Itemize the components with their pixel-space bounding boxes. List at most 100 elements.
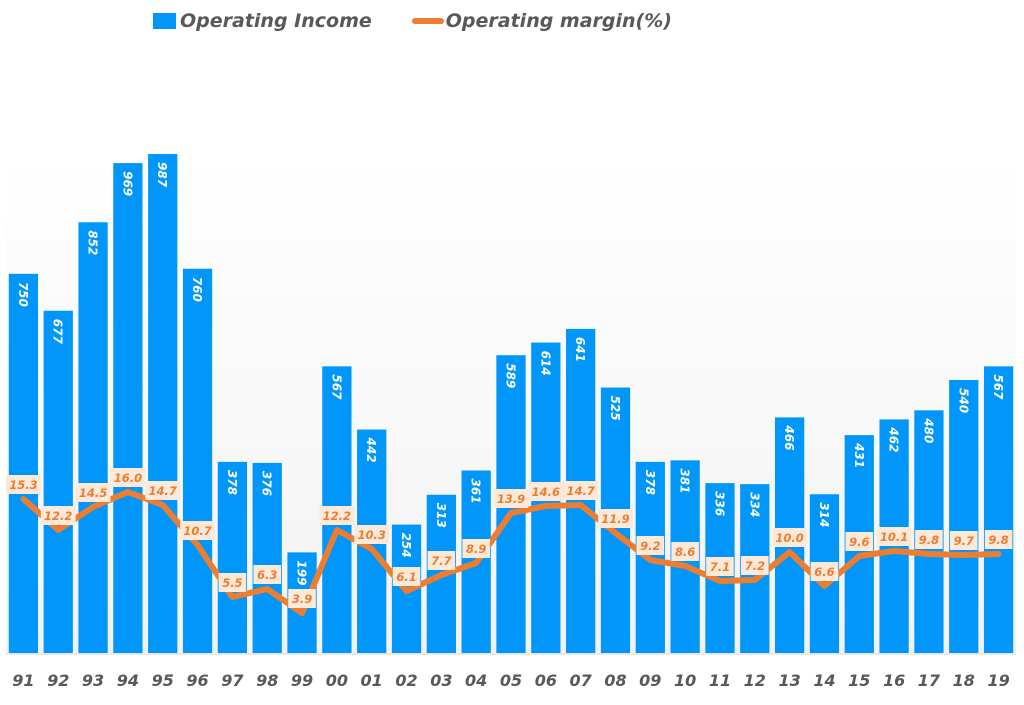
margin-value-label: 9.7 [949,531,978,550]
margin-label-box [740,556,769,575]
bar-value-label: 462 [887,426,901,452]
margin-label-text: 3.9 [292,592,312,606]
margin-label-box [598,509,633,528]
margin-label-box [845,532,874,551]
x-tick-label: 96 [186,671,208,690]
margin-label-box [706,557,734,576]
bar-value-label: 677 [51,319,65,345]
margin-label-box [392,567,421,586]
margin-label-text: 13.9 [497,492,525,506]
bar-value-label: 641 [573,337,587,362]
margin-value-label: 10.3 [354,525,390,544]
margin-label-box [180,521,215,540]
margin-value-label: 9.8 [915,530,943,549]
margin-label-text: 9.7 [954,534,974,548]
bar-value-label: 378 [225,470,239,495]
margin-labels-group: 15.3 12.2 14.5 16.0 14.7 10.7 5.5 6.3 3.9 12.2 10.… [6,468,1013,608]
margin-label-text: 10.3 [358,528,386,542]
margin-value-label: 5.5 [218,573,247,592]
x-tick-label: 93 [82,671,104,690]
bar-value-label: 969 [120,171,134,196]
margin-label-text: 10.0 [775,531,803,545]
x-tick-label: 08 [604,671,626,690]
bar-operating-income [983,366,1014,653]
bar-operating-income [217,461,248,653]
bar-value-label: 254 [399,533,413,558]
margin-value-label: 6.1 [392,567,421,586]
margin-label-box [354,525,390,544]
margin-value-label: 9.6 [845,532,874,551]
margin-value-label: 3.9 [288,589,316,608]
margin-label-text: 7.2 [745,559,765,573]
margin-label-box [75,483,111,502]
margin-label-box [493,489,529,508]
margin-label-box [110,468,146,487]
margin-value-label: 10.1 [876,527,912,546]
margin-label-box [319,506,355,525]
bar-operating-income [252,462,282,653]
margin-label-box [772,528,808,547]
margin-value-label: 10.7 [180,521,215,540]
bar-operating-income [949,379,979,653]
margin-label-text: 14.5 [79,486,107,500]
x-tick-label: 18 [953,671,975,690]
bar-value-label: 466 [782,424,796,450]
margin-value-label: 7.1 [706,557,734,576]
margin-label-box [40,506,76,525]
margin-label-box [528,482,564,501]
margin-label-text: 8.9 [466,542,486,556]
x-tick-label: 05 [500,671,522,690]
bar-value-label: 381 [678,468,692,493]
bar-value-label: 480 [921,417,935,443]
x-tick-label: 17 [918,671,941,690]
margin-value-label: 9.2 [636,536,665,555]
margin-label-box [563,481,599,500]
margin-label-text: 9.8 [988,533,1008,547]
margin-label-text: 14.7 [149,484,177,498]
margin-label-text: 7.1 [710,560,730,574]
legend-bar-swatch-icon [153,13,176,29]
margin-value-label: 8.9 [462,539,490,558]
bar-value-label: 567 [991,374,1005,400]
margin-label-text: 16.0 [114,471,142,485]
margin-value-label: 15.3 [6,475,41,494]
margin-label-box [218,573,247,592]
bar-value-label: 987 [155,162,169,188]
legend-line-swatch-icon [411,18,444,24]
bar-operating-income [43,310,73,653]
bar-value-label: 442 [364,437,378,463]
x-tick-label: 09 [639,671,661,690]
margin-label-box [810,562,839,581]
x-tick-label: 14 [813,671,835,690]
legend-label-operating-margin: Operating margin(%) [445,10,672,32]
margin-label-text: 6.1 [396,570,416,584]
margin-label-text: 9.6 [849,535,869,549]
margin-label-box [636,536,665,555]
margin-label-box [876,527,912,546]
bar-value-label: 540 [956,388,970,413]
x-tick-label: 01 [361,671,383,690]
x-tick-label: 02 [395,671,417,690]
margin-label-box [915,530,943,549]
chart-legend: Operating Income Operating margin(%) [153,10,712,32]
margin-value-label: 7.7 [427,551,456,570]
margin-value-label: 16.0 [110,468,146,487]
margin-label-text: 14.7 [566,484,594,498]
x-tick-label: 12 [744,671,766,690]
bar-operating-income [8,273,39,653]
margin-label-text: 9.2 [640,539,660,553]
x-tick-label: 07 [570,671,593,690]
margin-label-text: 12.2 [323,509,351,523]
bar-value-label: 589 [504,363,518,388]
margin-label-text: 6.3 [257,568,277,582]
legend-label-operating-income: Operating Income [180,10,372,32]
bar-value-label: 378 [643,470,657,495]
bar-operating-income [78,222,108,654]
bar-operating-income [148,154,178,653]
margin-label-text: 9.8 [919,533,939,547]
bar-value-label: 313 [434,503,448,528]
x-tick-label: 98 [256,671,278,690]
x-tick-label: 06 [535,671,557,690]
margin-value-label: 6.6 [810,562,839,581]
x-tick-label: 10 [674,671,696,690]
